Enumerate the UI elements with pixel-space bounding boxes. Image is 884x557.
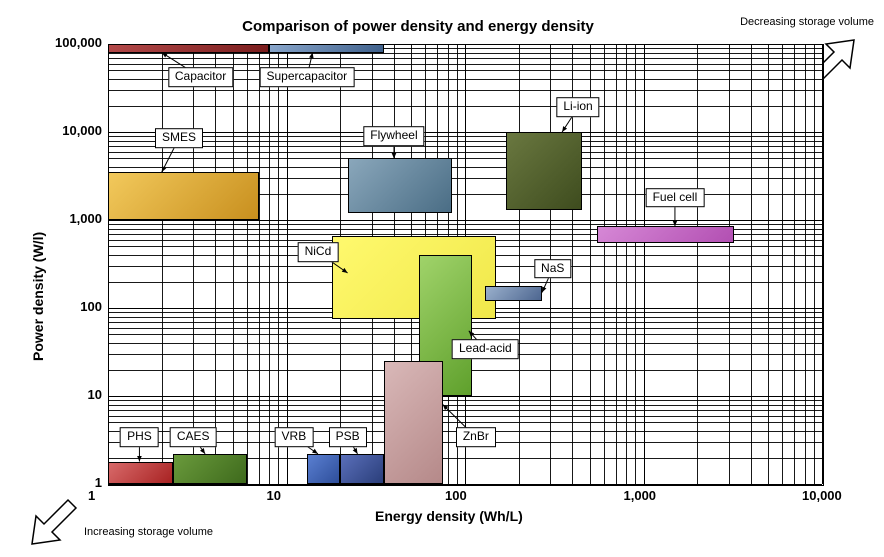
gridline bbox=[108, 400, 822, 401]
tech-region-supercapacitor bbox=[269, 44, 383, 53]
y-tick: 10 bbox=[88, 387, 102, 402]
tech-region-psb bbox=[340, 454, 383, 484]
gridline bbox=[729, 44, 730, 484]
x-tick: 1 bbox=[88, 488, 95, 503]
gridline bbox=[108, 90, 822, 91]
tech-label-flywheel: Flywheel bbox=[363, 126, 424, 146]
decreasing-volume-label: Decreasing storage volume bbox=[740, 16, 874, 28]
y-tick: 1 bbox=[95, 475, 102, 490]
tech-label-nas: NaS bbox=[534, 259, 571, 279]
tech-label-vrb: VRB bbox=[275, 427, 314, 447]
tech-label-nicd: NiCd bbox=[298, 242, 339, 262]
gridline bbox=[287, 44, 288, 484]
gridline bbox=[108, 136, 822, 137]
y-axis-label: Power density (W/l) bbox=[30, 232, 46, 361]
tech-region-vrb bbox=[307, 454, 340, 484]
tech-region-smes bbox=[108, 172, 259, 220]
gridline bbox=[108, 410, 822, 411]
gridline bbox=[108, 158, 822, 159]
gridline bbox=[108, 405, 822, 406]
gridline bbox=[269, 44, 270, 484]
gridline bbox=[644, 44, 645, 484]
gridline bbox=[108, 396, 822, 397]
gridline bbox=[108, 58, 822, 59]
x-tick: 100 bbox=[445, 488, 467, 503]
gridline bbox=[108, 132, 822, 133]
y-tick: 100,000 bbox=[55, 35, 102, 50]
tech-label-caes: CAES bbox=[170, 427, 217, 447]
gridline bbox=[805, 44, 806, 484]
gridline bbox=[108, 141, 822, 142]
gridline bbox=[616, 44, 617, 484]
gridline bbox=[108, 146, 822, 147]
gridline bbox=[259, 44, 260, 484]
y-tick: 1,000 bbox=[69, 211, 102, 226]
tech-label-phs: PHS bbox=[120, 427, 159, 447]
tech-label-fuelcell: Fuel cell bbox=[646, 188, 705, 208]
tech-region-nas bbox=[485, 286, 542, 301]
gridline bbox=[108, 64, 822, 65]
gridline bbox=[193, 44, 194, 484]
gridline bbox=[108, 220, 822, 221]
gridline bbox=[108, 224, 822, 225]
x-tick: 10 bbox=[267, 488, 281, 503]
tech-region-liion bbox=[506, 132, 581, 210]
chart-title: Comparison of power density and energy d… bbox=[188, 18, 648, 35]
tech-label-znbr: ZnBr bbox=[456, 427, 496, 447]
gridline bbox=[233, 44, 234, 484]
increasing-volume-arrow-icon bbox=[26, 498, 86, 554]
y-tick: 10,000 bbox=[62, 123, 102, 138]
gridline bbox=[822, 44, 823, 484]
gridline bbox=[108, 53, 822, 54]
gridline bbox=[162, 44, 163, 484]
gridline bbox=[108, 422, 822, 423]
increasing-volume-label: Increasing storage volume bbox=[84, 526, 213, 538]
tech-label-liion: Li-ion bbox=[556, 98, 599, 118]
tech-region-caes bbox=[173, 454, 247, 484]
tech-region-flywheel bbox=[348, 158, 453, 213]
gridline bbox=[215, 44, 216, 484]
x-axis-label: Energy density (Wh/L) bbox=[375, 508, 523, 524]
y-tick: 100 bbox=[80, 299, 102, 314]
gridline bbox=[108, 484, 822, 485]
gridline bbox=[751, 44, 752, 484]
gridline bbox=[519, 44, 520, 484]
gridline bbox=[814, 44, 815, 484]
tech-label-smes: SMES bbox=[155, 128, 203, 148]
tech-region-capacitor bbox=[108, 44, 269, 53]
gridline bbox=[278, 44, 279, 484]
tech-region-znbr bbox=[384, 361, 443, 484]
tech-label-psb: PSB bbox=[329, 427, 367, 447]
gridline bbox=[108, 167, 822, 168]
gridline bbox=[782, 44, 783, 484]
gridline bbox=[108, 44, 109, 484]
gridline bbox=[108, 416, 822, 417]
gridline bbox=[604, 44, 605, 484]
gridline bbox=[635, 44, 636, 484]
gridline bbox=[108, 152, 822, 153]
gridline bbox=[247, 44, 248, 484]
gridline bbox=[794, 44, 795, 484]
tech-label-supercapacitor: Supercapacitor bbox=[259, 67, 354, 87]
x-tick: 1,000 bbox=[624, 488, 657, 503]
tech-label-capacitor: Capacitor bbox=[168, 67, 233, 87]
tech-region-phs bbox=[108, 462, 173, 484]
gridline bbox=[768, 44, 769, 484]
x-tick: 10,000 bbox=[802, 488, 842, 503]
gridline bbox=[626, 44, 627, 484]
tech-region-fuelcell bbox=[597, 226, 734, 243]
gridline bbox=[108, 106, 822, 107]
chart-container: Comparison of power density and energy d… bbox=[0, 0, 884, 557]
gridline bbox=[697, 44, 698, 484]
tech-label-leadacid: Lead-acid bbox=[452, 339, 519, 359]
